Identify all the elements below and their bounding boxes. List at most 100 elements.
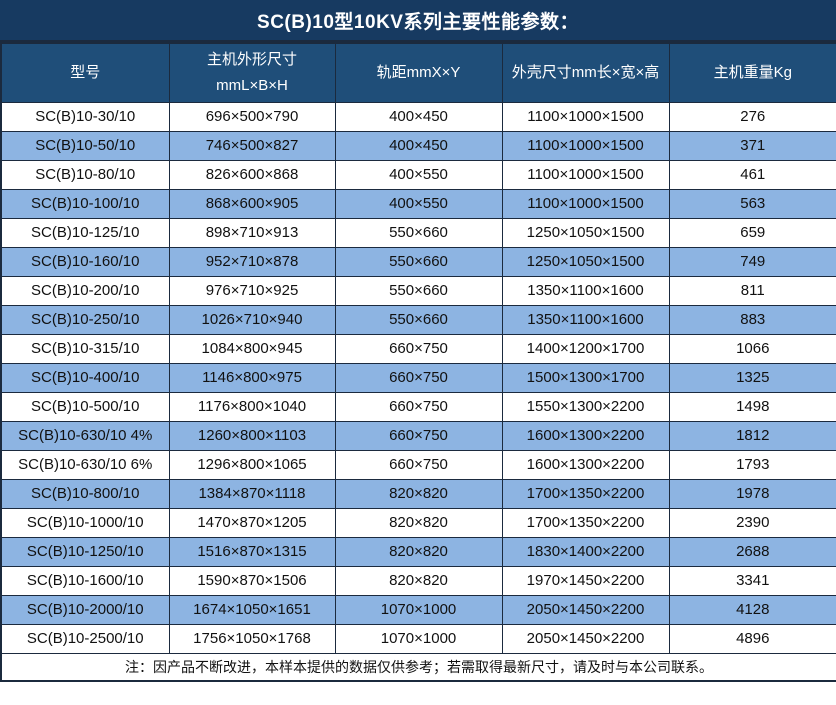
cell-dims: 976×710×925 — [168, 275, 336, 306]
table-row: SC(B)10-2500/10 1756×1050×1768 1070×1000… — [0, 623, 836, 654]
cell-shell: 1600×1300×2200 — [501, 449, 670, 480]
cell-dims: 898×710×913 — [168, 217, 336, 248]
cell-dims: 1260×800×1103 — [168, 420, 336, 451]
cell-gauge: 550×660 — [334, 217, 503, 248]
cell-weight: 1793 — [668, 449, 836, 480]
cell-gauge: 400×550 — [334, 188, 503, 219]
cell-model: SC(B)10-250/10 — [0, 304, 170, 335]
cell-model: SC(B)10-50/10 — [0, 130, 170, 161]
cell-weight: 2390 — [668, 507, 836, 538]
cell-shell: 1350×1100×1600 — [501, 304, 670, 335]
table-row: SC(B)10-1000/10 1470×870×1205 820×820 17… — [0, 507, 836, 538]
cell-shell: 1100×1000×1500 — [501, 130, 670, 161]
table-row: SC(B)10-50/10 746×500×827 400×450 1100×1… — [0, 130, 836, 161]
table-row: SC(B)10-30/10 696×500×790 400×450 1100×1… — [0, 101, 836, 132]
cell-dims: 1384×870×1118 — [168, 478, 336, 509]
cell-model: SC(B)10-2500/10 — [0, 623, 170, 654]
column-header-weight: 主机重量Kg — [668, 42, 836, 103]
spec-table-body: SC(B)10-30/10 696×500×790 400×450 1100×1… — [0, 101, 836, 654]
table-row: SC(B)10-200/10 976×710×925 550×660 1350×… — [0, 275, 836, 306]
cell-model: SC(B)10-160/10 — [0, 246, 170, 277]
cell-weight: 659 — [668, 217, 836, 248]
cell-dims: 1026×710×940 — [168, 304, 336, 335]
cell-weight: 1325 — [668, 362, 836, 393]
cell-gauge: 660×750 — [334, 391, 503, 422]
cell-dims: 826×600×868 — [168, 159, 336, 190]
cell-shell: 1550×1300×2200 — [501, 391, 670, 422]
cell-gauge: 660×750 — [334, 362, 503, 393]
cell-dims: 696×500×790 — [168, 101, 336, 132]
cell-model: SC(B)10-315/10 — [0, 333, 170, 364]
table-row: SC(B)10-315/10 1084×800×945 660×750 1400… — [0, 333, 836, 364]
cell-shell: 1100×1000×1500 — [501, 188, 670, 219]
table-row: SC(B)10-400/10 1146×800×975 660×750 1500… — [0, 362, 836, 393]
table-row: SC(B)10-630/10 6% 1296×800×1065 660×750 … — [0, 449, 836, 480]
cell-gauge: 400×550 — [334, 159, 503, 190]
table-row: SC(B)10-125/10 898×710×913 550×660 1250×… — [0, 217, 836, 248]
column-header-shell: 外壳尺寸mm长×宽×高 — [501, 42, 670, 103]
table-row: SC(B)10-1250/10 1516×870×1315 820×820 18… — [0, 536, 836, 567]
cell-weight: 371 — [668, 130, 836, 161]
cell-weight: 3341 — [668, 565, 836, 596]
cell-gauge: 820×820 — [334, 478, 503, 509]
page-title: SC(B)10型10KV系列主要性能参数： — [0, 0, 836, 42]
cell-dims: 746×500×827 — [168, 130, 336, 161]
cell-model: SC(B)10-125/10 — [0, 217, 170, 248]
cell-weight: 883 — [668, 304, 836, 335]
cell-weight: 461 — [668, 159, 836, 190]
table-row: SC(B)10-630/10 4% 1260×800×1103 660×750 … — [0, 420, 836, 451]
cell-shell: 1700×1350×2200 — [501, 507, 670, 538]
cell-shell: 2050×1450×2200 — [501, 623, 670, 654]
cell-weight: 563 — [668, 188, 836, 219]
cell-model: SC(B)10-2000/10 — [0, 594, 170, 625]
table-row: SC(B)10-160/10 952×710×878 550×660 1250×… — [0, 246, 836, 277]
cell-dims: 1296×800×1065 — [168, 449, 336, 480]
cell-shell: 2050×1450×2200 — [501, 594, 670, 625]
cell-weight: 749 — [668, 246, 836, 277]
table-row: SC(B)10-800/10 1384×870×1118 820×820 170… — [0, 478, 836, 509]
cell-shell: 1500×1300×1700 — [501, 362, 670, 393]
cell-gauge: 660×750 — [334, 420, 503, 451]
cell-model: SC(B)10-800/10 — [0, 478, 170, 509]
cell-gauge: 660×750 — [334, 449, 503, 480]
spec-table-footer: 注：因产品不断改进，本样本提供的数据仅供参考；若需取得最新尺寸，请及时与本公司联… — [0, 652, 836, 682]
cell-weight: 4896 — [668, 623, 836, 654]
cell-gauge: 820×820 — [334, 565, 503, 596]
cell-shell: 1970×1450×2200 — [501, 565, 670, 596]
cell-dims: 952×710×878 — [168, 246, 336, 277]
cell-dims: 1674×1050×1651 — [168, 594, 336, 625]
cell-gauge: 400×450 — [334, 101, 503, 132]
cell-shell: 1100×1000×1500 — [501, 159, 670, 190]
cell-model: SC(B)10-500/10 — [0, 391, 170, 422]
cell-shell: 1600×1300×2200 — [501, 420, 670, 451]
cell-model: SC(B)10-630/10 6% — [0, 449, 170, 480]
table-row: SC(B)10-80/10 826×600×868 400×550 1100×1… — [0, 159, 836, 190]
cell-weight: 276 — [668, 101, 836, 132]
cell-dims: 1590×870×1506 — [168, 565, 336, 596]
cell-gauge: 1070×1000 — [334, 594, 503, 625]
cell-weight: 811 — [668, 275, 836, 306]
cell-gauge: 550×660 — [334, 275, 503, 306]
cell-shell: 1250×1050×1500 — [501, 217, 670, 248]
table-row: SC(B)10-2000/10 1674×1050×1651 1070×1000… — [0, 594, 836, 625]
header-row: 型号 主机外形尺寸 mmL×B×H 轨距mmX×Y 外壳尺寸mm长×宽×高 主机… — [0, 42, 836, 103]
cell-model: SC(B)10-1250/10 — [0, 536, 170, 567]
cell-weight: 1066 — [668, 333, 836, 364]
cell-dims: 1470×870×1205 — [168, 507, 336, 538]
cell-weight: 2688 — [668, 536, 836, 567]
spec-table: 型号 主机外形尺寸 mmL×B×H 轨距mmX×Y 外壳尺寸mm长×宽×高 主机… — [0, 42, 836, 682]
table-row: SC(B)10-500/10 1176×800×1040 660×750 155… — [0, 391, 836, 422]
cell-dims: 1756×1050×1768 — [168, 623, 336, 654]
cell-shell: 1350×1100×1600 — [501, 275, 670, 306]
table-row: SC(B)10-250/10 1026×710×940 550×660 1350… — [0, 304, 836, 335]
column-header-gauge: 轨距mmX×Y — [334, 42, 503, 103]
cell-model: SC(B)10-30/10 — [0, 101, 170, 132]
cell-weight: 1498 — [668, 391, 836, 422]
column-header-dims: 主机外形尺寸 mmL×B×H — [168, 42, 336, 103]
spec-table-header: 型号 主机外形尺寸 mmL×B×H 轨距mmX×Y 外壳尺寸mm长×宽×高 主机… — [0, 42, 836, 103]
cell-model: SC(B)10-100/10 — [0, 188, 170, 219]
cell-model: SC(B)10-1600/10 — [0, 565, 170, 596]
table-row: SC(B)10-100/10 868×600×905 400×550 1100×… — [0, 188, 836, 219]
cell-gauge: 1070×1000 — [334, 623, 503, 654]
